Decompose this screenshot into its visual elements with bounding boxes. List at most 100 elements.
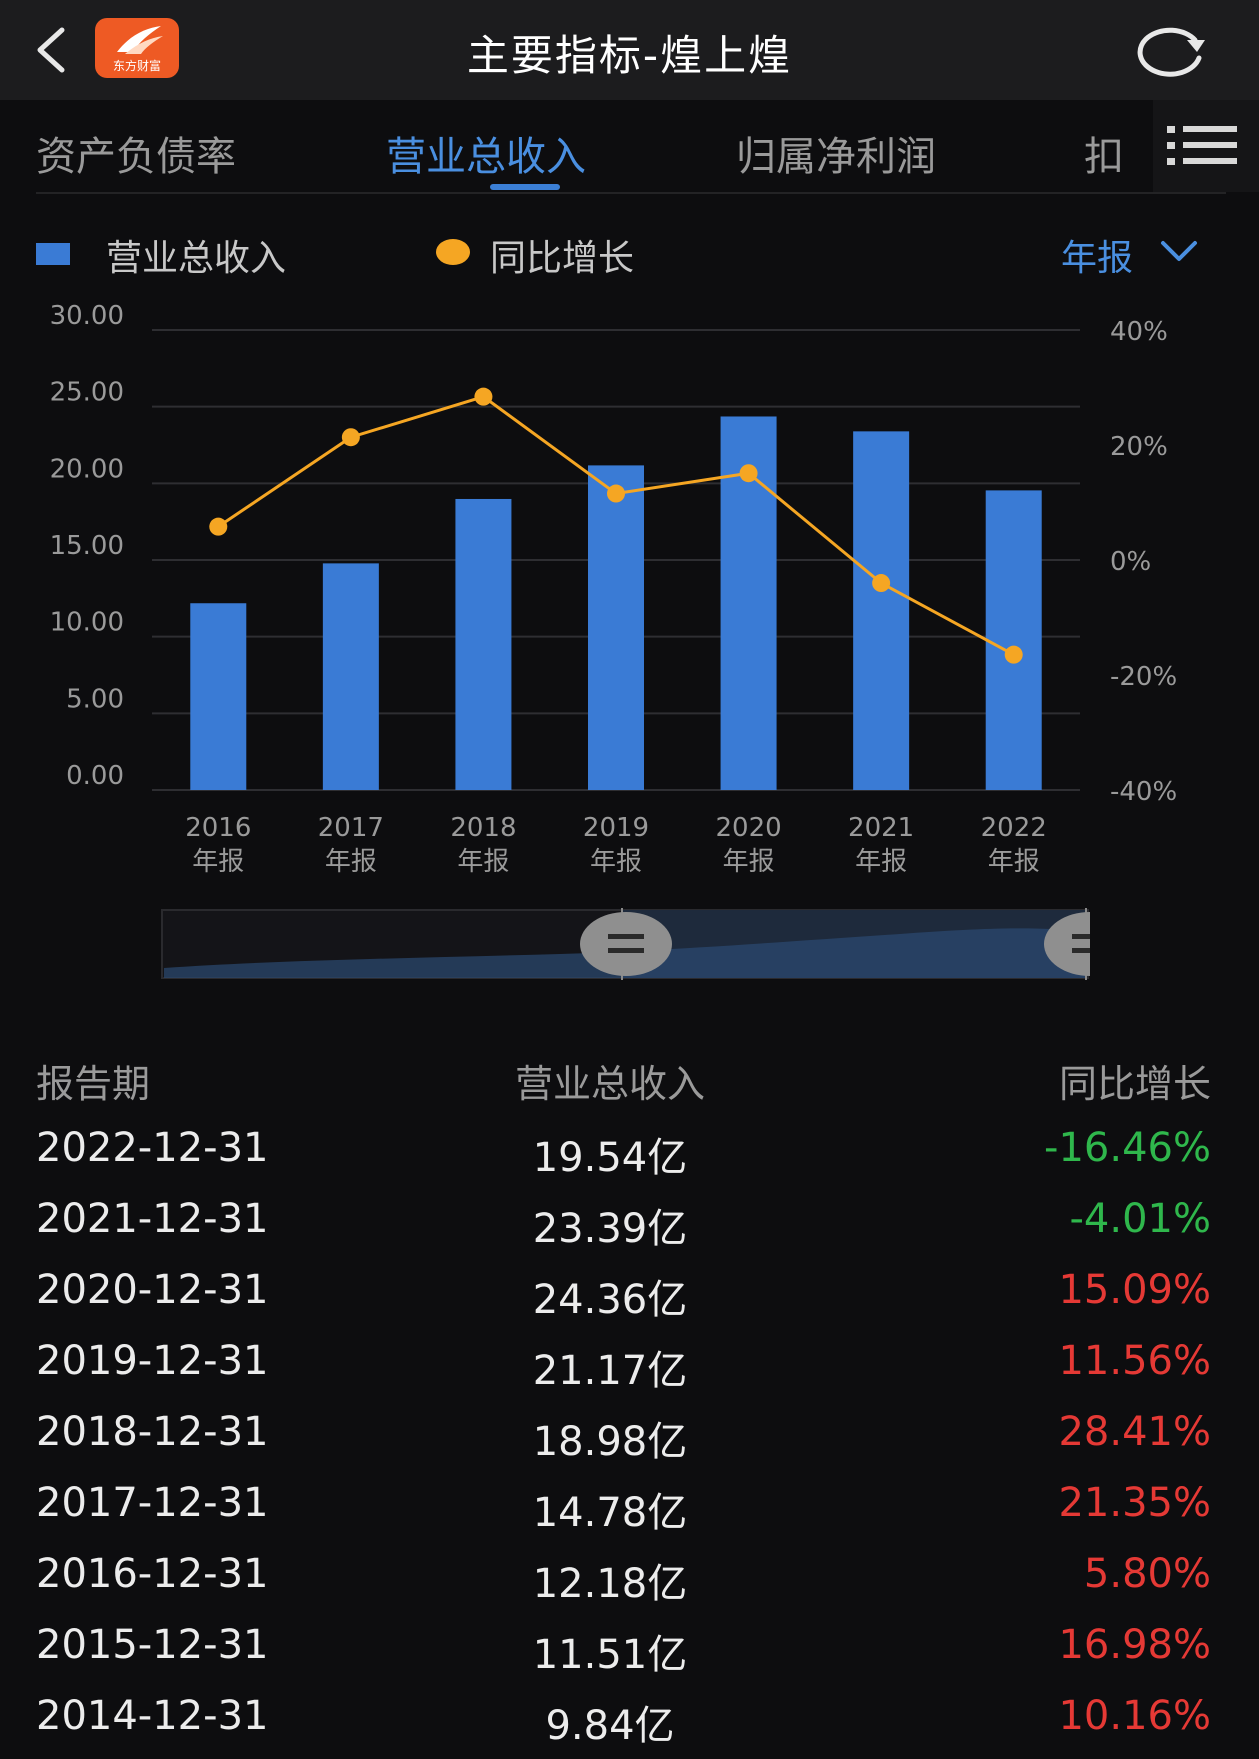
growth-legend-swatch <box>436 239 470 265</box>
x-axis-year-label: 2016 <box>185 813 251 843</box>
row-period: 2016-12-31 <box>36 1551 269 1597</box>
row-period: 2021-12-31 <box>36 1196 269 1242</box>
back-button[interactable] <box>24 20 84 80</box>
logo-swoosh-icon <box>117 26 163 54</box>
row-revenue: 12.18亿 <box>532 1561 688 1607</box>
x-axis-year-label: 2018 <box>450 813 516 843</box>
growth-point <box>209 517 228 536</box>
growth-point <box>607 484 625 503</box>
x-axis-period-label: 年报 <box>590 847 642 877</box>
row-growth: -16.46% <box>1044 1125 1211 1171</box>
header-period[interactable]: 报告期 <box>36 1062 151 1106</box>
revenue-bar <box>853 431 910 790</box>
x-axis-period-label: 年报 <box>988 847 1040 877</box>
range-handle-right[interactable] <box>1044 912 1090 976</box>
row-revenue: 19.54亿 <box>532 1135 688 1181</box>
x-axis-period-label: 年报 <box>325 847 377 877</box>
row-revenue: 23.39亿 <box>532 1206 688 1252</box>
x-axis-period-label: 年报 <box>723 847 775 877</box>
left-axis-tick-label: 15.00 <box>50 531 124 561</box>
left-axis-tick-label: 25.00 <box>50 378 124 408</box>
x-axis-period-label: 年报 <box>855 847 907 877</box>
table-row[interactable]: 2017-12-31 14.78亿 21.35% <box>0 1472 1259 1543</box>
row-revenue: 18.98亿 <box>532 1419 688 1465</box>
header-revenue[interactable]: 营业总收入 <box>514 1062 705 1106</box>
x-axis-year-label: 2021 <box>848 813 914 843</box>
row-revenue: 14.78亿 <box>532 1490 688 1536</box>
x-axis-period-label: 年报 <box>192 847 244 877</box>
row-growth: -4.01% <box>1069 1196 1211 1242</box>
table-row[interactable]: 2019-12-31 21.17亿 11.56% <box>0 1330 1259 1401</box>
refresh-button[interactable] <box>1125 18 1211 82</box>
table-row[interactable]: 2020-12-31 24.36亿 15.09% <box>0 1259 1259 1330</box>
table-row[interactable]: 2015-12-31 11.51亿 16.98% <box>0 1614 1259 1685</box>
tab-net-profit[interactable]: 归属净利润 <box>736 134 936 180</box>
logo-text: 东方财富 <box>112 59 161 73</box>
right-axis-tick-label: -40% <box>1110 777 1177 807</box>
x-axis-period-label: 年报 <box>457 847 509 877</box>
row-period: 2019-12-31 <box>36 1338 269 1384</box>
tab-menu-button[interactable] <box>1153 100 1259 192</box>
growth-legend-label: 同比增长 <box>490 238 635 279</box>
right-axis-tick-label: 40% <box>1110 317 1168 347</box>
revenue-bar <box>455 498 512 790</box>
row-growth: 16.98% <box>1058 1622 1211 1668</box>
chart-legend: 营业总收入 同比增长 年报 <box>0 225 1259 279</box>
row-growth: 10.16% <box>1058 1693 1211 1739</box>
chevron-down-icon[interactable] <box>1159 239 1199 263</box>
row-growth: 28.41% <box>1058 1409 1211 1455</box>
left-axis-tick-label: 30.00 <box>50 301 124 331</box>
active-tab-indicator <box>490 184 560 190</box>
x-axis-year-label: 2020 <box>715 813 781 843</box>
table-row[interactable]: 2018-12-31 18.98亿 28.41% <box>0 1401 1259 1472</box>
revenue-bar <box>322 563 379 790</box>
growth-point <box>474 387 493 406</box>
revenue-legend-swatch <box>36 243 70 265</box>
tab-debt-ratio[interactable]: 资产负债率 <box>36 134 236 180</box>
left-axis-tick-label: 10.00 <box>50 608 124 638</box>
revenue-growth-chart: 0.00 5.00 10.00 15.00 20.00 25.00 30.00 -40% -20… <box>50 301 1178 877</box>
tab-deducted-profit[interactable]: 扣 <box>1084 134 1124 180</box>
table-row[interactable]: 2014-12-31 9.84亿 10.16% <box>0 1685 1259 1756</box>
growth-point <box>872 574 891 593</box>
row-period: 2014-12-31 <box>36 1693 269 1739</box>
row-growth: 11.56% <box>1058 1338 1211 1384</box>
app-logo[interactable]: 东方财富 <box>95 18 179 78</box>
row-period: 2020-12-31 <box>36 1267 269 1313</box>
row-growth: 15.09% <box>1058 1267 1211 1313</box>
period-select[interactable]: 年报 <box>1060 238 1133 279</box>
growth-point <box>739 464 758 483</box>
list-menu-icon <box>1167 126 1237 165</box>
chevron-left-icon <box>37 27 65 73</box>
table-row[interactable]: 2016-12-31 12.18亿 5.80% <box>0 1543 1259 1614</box>
right-axis-tick-label: -20% <box>1110 662 1177 692</box>
revenue-bar <box>985 490 1042 790</box>
table-row[interactable]: 2021-12-31 23.39亿 -4.01% <box>0 1188 1259 1259</box>
left-axis-tick-label: 0.00 <box>66 761 124 791</box>
x-axis-year-label: 2017 <box>318 813 384 843</box>
row-growth: 5.80% <box>1083 1551 1211 1597</box>
row-growth: 21.35% <box>1058 1480 1211 1526</box>
row-revenue: 11.51亿 <box>532 1632 688 1678</box>
row-period: 2022-12-31 <box>36 1125 269 1171</box>
row-revenue: 21.17亿 <box>532 1348 688 1394</box>
chart-range-slider[interactable] <box>160 908 1090 980</box>
range-handle-left[interactable] <box>580 912 672 976</box>
row-period: 2018-12-31 <box>36 1409 269 1455</box>
tab-total-revenue[interactable]: 营业总收入 <box>386 134 586 180</box>
header-growth[interactable]: 同比增长 <box>1058 1062 1211 1106</box>
growth-point <box>1004 645 1023 664</box>
revenue-bar <box>190 603 247 790</box>
x-axis-year-label: 2019 <box>583 813 649 843</box>
tabs-divider <box>36 192 1226 194</box>
left-axis-tick-label: 20.00 <box>50 454 124 484</box>
revenue-bar <box>588 465 644 790</box>
table-row[interactable]: 2022-12-31 19.54亿 -16.46% <box>0 1117 1259 1188</box>
app-header: 东方财富 主要指标-煌上煌 <box>0 0 1259 100</box>
page-title: 主要指标-煌上煌 <box>466 31 793 80</box>
row-revenue: 9.84亿 <box>545 1703 675 1749</box>
right-axis-tick-label: 0% <box>1110 547 1151 577</box>
left-axis-tick-label: 5.00 <box>66 684 124 714</box>
indicator-tabs: 资产负债率 营业总收入 归属净利润 扣 <box>0 100 1259 195</box>
